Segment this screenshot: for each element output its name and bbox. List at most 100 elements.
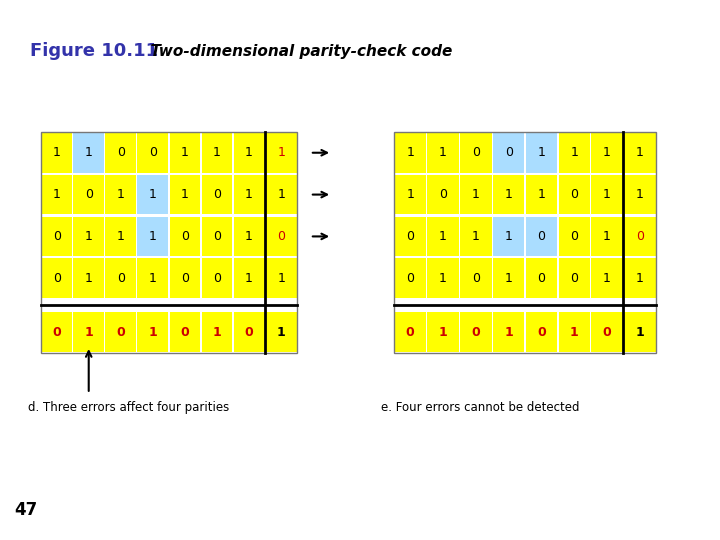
Text: 1: 1: [277, 188, 285, 201]
Bar: [526, 312, 557, 352]
Bar: [624, 258, 656, 298]
Text: 0: 0: [570, 230, 578, 243]
Text: 1: 1: [84, 326, 93, 339]
Text: 0: 0: [472, 146, 480, 159]
Bar: [266, 258, 297, 298]
Text: 1: 1: [117, 230, 125, 243]
Text: 1: 1: [603, 230, 611, 243]
Bar: [395, 258, 426, 298]
Text: 1: 1: [246, 188, 253, 201]
Bar: [73, 312, 104, 352]
Bar: [41, 258, 72, 298]
Text: 0: 0: [181, 326, 189, 339]
Bar: [169, 174, 200, 214]
Text: 0: 0: [406, 272, 414, 285]
Bar: [493, 258, 524, 298]
Text: 1: 1: [439, 272, 447, 285]
Text: e. Four errors cannot be detected: e. Four errors cannot be detected: [381, 401, 580, 414]
Bar: [559, 133, 590, 173]
Bar: [624, 174, 656, 214]
Bar: [460, 174, 492, 214]
Text: 0: 0: [537, 272, 546, 285]
Text: 0: 0: [53, 272, 60, 285]
Text: 1: 1: [246, 230, 253, 243]
Bar: [624, 133, 656, 173]
Bar: [169, 133, 200, 173]
Bar: [427, 258, 459, 298]
Bar: [138, 312, 168, 352]
Text: 1: 1: [246, 272, 253, 285]
Text: 0: 0: [472, 272, 480, 285]
Text: 1: 1: [505, 230, 513, 243]
Bar: [138, 258, 168, 298]
Text: 1: 1: [181, 188, 189, 201]
Text: d. Three errors affect four parities: d. Three errors affect four parities: [28, 401, 229, 414]
Bar: [234, 217, 264, 256]
Bar: [460, 312, 492, 352]
Bar: [559, 174, 590, 214]
Bar: [73, 258, 104, 298]
Text: 1: 1: [406, 146, 414, 159]
Bar: [559, 217, 590, 256]
Bar: [427, 217, 459, 256]
Text: 1: 1: [603, 188, 611, 201]
Bar: [105, 258, 136, 298]
Bar: [266, 217, 297, 256]
Text: 0: 0: [245, 326, 253, 339]
Bar: [559, 312, 590, 352]
Text: 1: 1: [636, 272, 644, 285]
Bar: [460, 258, 492, 298]
Text: 1: 1: [406, 188, 414, 201]
Bar: [427, 174, 459, 214]
Bar: [234, 312, 264, 352]
Bar: [266, 174, 297, 214]
Bar: [493, 217, 524, 256]
Text: 1: 1: [276, 326, 286, 339]
Text: 1: 1: [505, 272, 513, 285]
Text: 0: 0: [181, 272, 189, 285]
Bar: [460, 217, 492, 256]
Text: 1: 1: [570, 326, 579, 339]
Bar: [105, 133, 136, 173]
Text: 47: 47: [14, 501, 37, 519]
Text: 1: 1: [85, 272, 93, 285]
Bar: [624, 312, 656, 352]
Bar: [493, 133, 524, 173]
Bar: [591, 174, 623, 214]
Bar: [202, 217, 233, 256]
Text: 1: 1: [538, 146, 546, 159]
Text: 0: 0: [213, 188, 221, 201]
Bar: [526, 217, 557, 256]
Bar: [266, 133, 297, 173]
Bar: [73, 133, 104, 173]
Bar: [73, 217, 104, 256]
Text: 0: 0: [117, 272, 125, 285]
Bar: [395, 133, 426, 173]
Bar: [105, 174, 136, 214]
Text: 1: 1: [603, 272, 611, 285]
Bar: [427, 133, 459, 173]
Text: 1: 1: [212, 326, 222, 339]
Bar: [105, 217, 136, 256]
Bar: [526, 133, 557, 173]
Bar: [591, 258, 623, 298]
Bar: [395, 312, 426, 352]
Bar: [460, 133, 492, 173]
Bar: [202, 312, 233, 352]
Text: 1: 1: [149, 230, 157, 243]
Bar: [138, 217, 168, 256]
Text: 1: 1: [277, 272, 285, 285]
Text: 1: 1: [117, 188, 125, 201]
Bar: [591, 133, 623, 173]
Text: 0: 0: [505, 146, 513, 159]
Bar: [41, 133, 72, 173]
Bar: [202, 174, 233, 214]
Bar: [138, 133, 168, 173]
Bar: [526, 258, 557, 298]
Text: 0: 0: [570, 272, 578, 285]
Text: 0: 0: [53, 326, 61, 339]
Text: 1: 1: [504, 326, 513, 339]
Bar: [41, 174, 72, 214]
Text: 1: 1: [439, 146, 447, 159]
Bar: [624, 217, 656, 256]
